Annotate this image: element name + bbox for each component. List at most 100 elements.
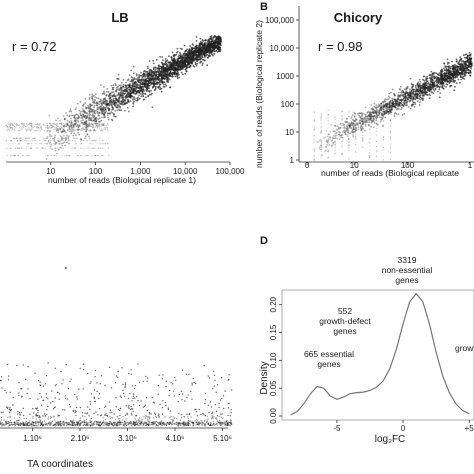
panel-a-point (57, 128, 60, 131)
panel-a-point (13, 137, 16, 139)
panel-a-point (150, 71, 153, 74)
panel-a-point (160, 61, 163, 64)
panel-b-point (456, 70, 459, 73)
panel-a-point (95, 154, 97, 157)
panel-a-point (60, 137, 63, 139)
panel-a-point (77, 128, 80, 131)
panel-b-point (319, 148, 322, 151)
panel-b-point (394, 105, 396, 108)
panel-b-point (393, 92, 395, 95)
panel-b-point (372, 117, 375, 119)
panel-a-point (86, 112, 88, 115)
panel-a-point (17, 140, 19, 142)
panel-a-point (128, 74, 131, 76)
panel-a-point (49, 143, 51, 145)
panel-a-point (149, 93, 151, 96)
panel-a-point (148, 60, 151, 62)
panel-a-point (77, 114, 79, 117)
panel-a-point (83, 123, 86, 126)
panel-a-point (75, 117, 78, 119)
panel-b-point (457, 78, 460, 81)
panel-a-point (102, 106, 105, 108)
panel-b-point (448, 65, 451, 68)
panel-a-point (206, 64, 209, 66)
panel-a-point (88, 137, 91, 139)
panel-b-point (338, 127, 340, 130)
panel-b-point (442, 83, 444, 85)
panel-a-point (195, 64, 198, 67)
panel-b-point (327, 133, 329, 135)
panel-a-point (47, 143, 49, 145)
panel-a-point (147, 67, 149, 70)
panel-a-point (148, 70, 151, 73)
panel-b-point (334, 150, 336, 152)
panel-a-point (186, 56, 189, 59)
panel-a-point (103, 93, 106, 95)
panel-b-point (361, 119, 363, 121)
panel-b-point (327, 140, 329, 142)
panel-b-point (402, 101, 405, 104)
panel-a-point (100, 109, 102, 112)
panel-b-point (313, 119, 315, 122)
panel-a-point (93, 101, 95, 104)
panel-a-point (83, 121, 86, 124)
panel-a-point (142, 95, 144, 97)
panel-a-point (98, 128, 101, 130)
panel-b-point (409, 93, 412, 96)
panel-a-point (8, 122, 10, 125)
panel-a-point (59, 143, 61, 145)
panel-a-point (89, 129, 92, 132)
panel-a-point (60, 127, 63, 129)
panel-b-point (339, 123, 342, 126)
panel-b-point (320, 157, 322, 159)
panel-b-point (380, 102, 383, 105)
panel-a-point (22, 154, 25, 157)
panel-b-point (346, 117, 348, 120)
panel-a-point (11, 123, 14, 126)
panel-a-point (95, 116, 97, 119)
panel-a-point (39, 122, 41, 125)
panel-a-point (155, 59, 158, 61)
panel-b-point (360, 124, 363, 126)
panel-a-point (189, 64, 192, 67)
panel-a-point (124, 84, 127, 87)
panel-a-point (50, 154, 53, 157)
panel-a-point (217, 43, 220, 45)
panel-a-point (152, 59, 155, 62)
panel-b-point (450, 84, 453, 87)
panel-b-point (444, 76, 446, 79)
panel-a-point (134, 80, 137, 83)
panel-a-point (117, 103, 120, 106)
panel-a-point (168, 74, 171, 77)
panel-b-point (352, 135, 355, 138)
panel-b-point (454, 66, 457, 69)
panel-b-point (341, 134, 344, 137)
panel-b-point (391, 103, 394, 106)
panel-b-point (313, 127, 315, 129)
panel-a-point (124, 96, 127, 99)
panel-b-point (458, 60, 461, 62)
panel-a-point (193, 54, 196, 57)
panel-a-point (30, 124, 32, 127)
panel-b-point (374, 106, 377, 109)
panel-b-point (351, 124, 354, 126)
panel-a-point (98, 101, 101, 103)
panel-b-point (396, 107, 399, 110)
panel-a-point (31, 137, 34, 139)
panel-a-point (23, 123, 25, 126)
panel-a-point (86, 125, 88, 127)
panel-b-point (423, 86, 426, 89)
panel-a-point (149, 76, 151, 78)
panel-a-point (159, 78, 162, 80)
panel-a-point (55, 147, 57, 149)
panel-a-point (85, 117, 88, 120)
panel-a-point (37, 147, 39, 149)
panel-b-point (394, 98, 397, 101)
panel-b-point (391, 99, 394, 102)
panel-b-point (392, 103, 395, 105)
panel-a-point (145, 96, 147, 99)
panel-b-point (387, 113, 390, 115)
panel-b-point (341, 110, 343, 113)
panel-a-point (21, 122, 23, 125)
panel-b-point (320, 118, 322, 120)
